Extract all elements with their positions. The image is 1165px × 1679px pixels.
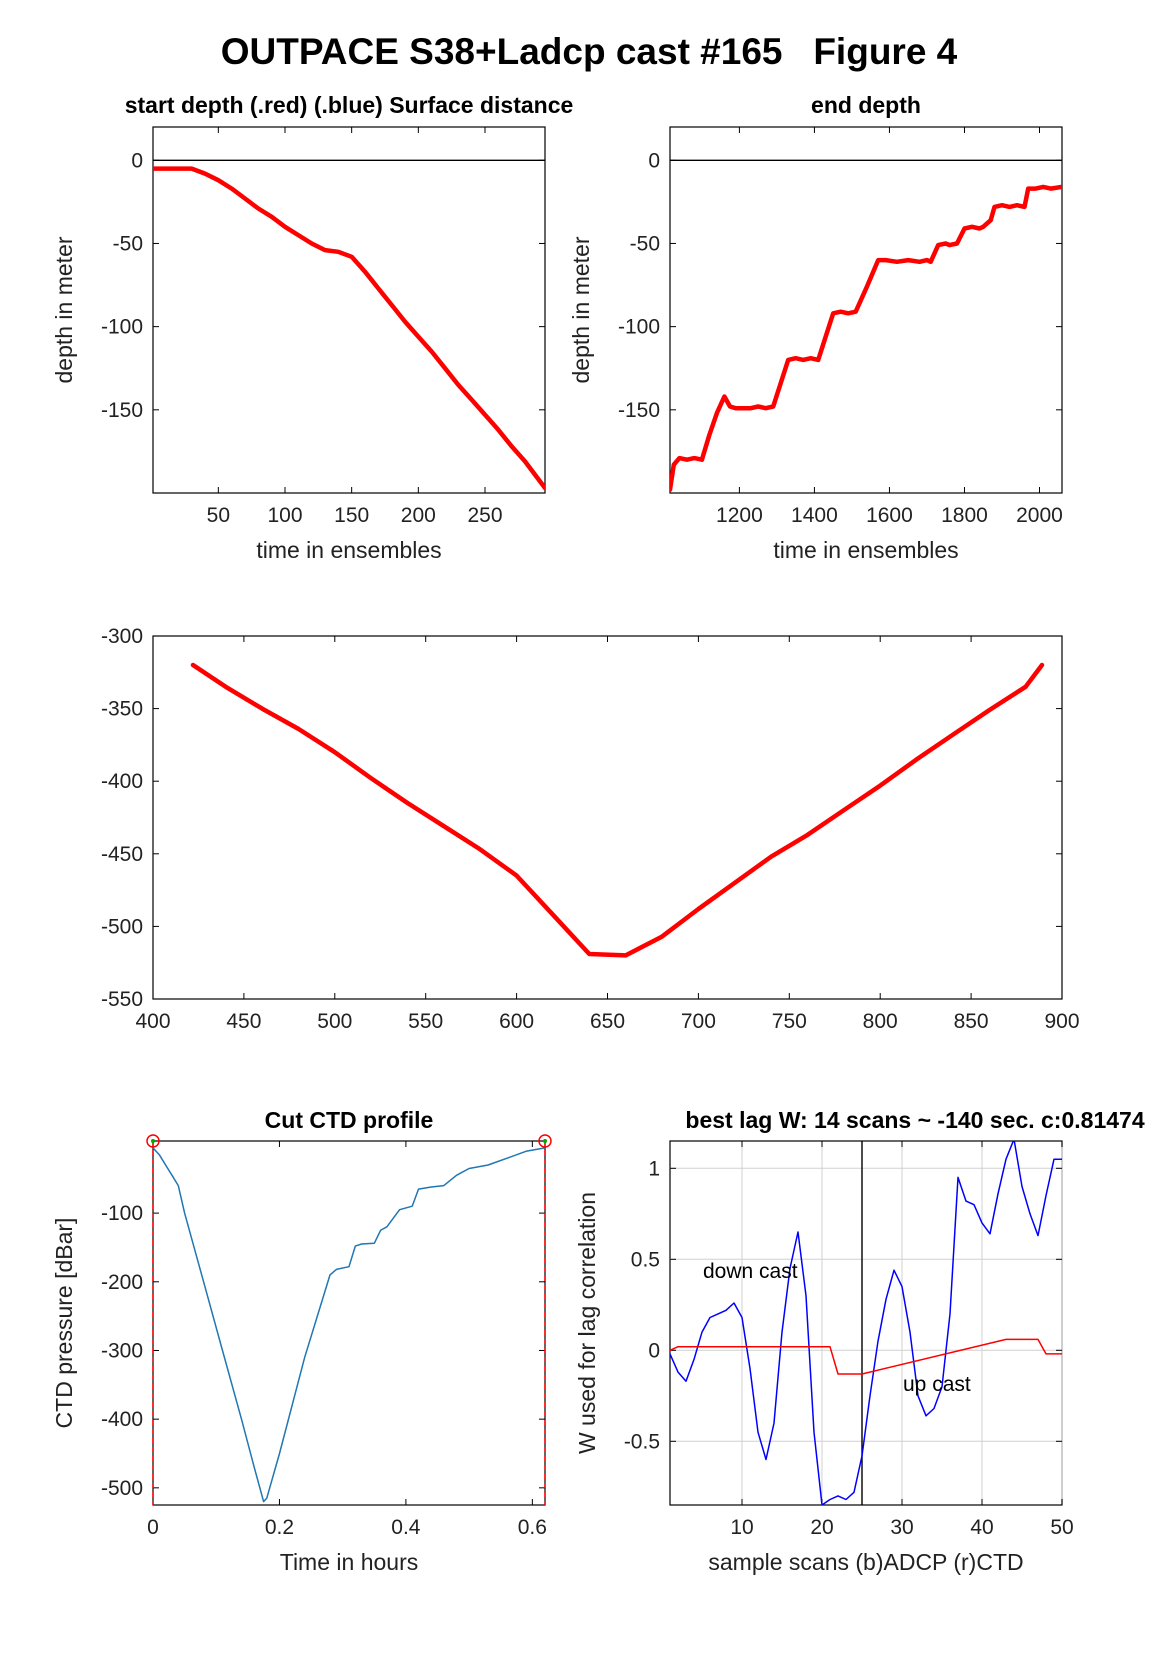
y-axis-label: depth in meter — [51, 236, 77, 383]
x-tick-label: 0 — [147, 1516, 159, 1539]
figure-title: OUTPACE S38+Ladcp cast #165 Figure 4 — [221, 31, 958, 72]
cut-marker-center — [543, 1139, 547, 1143]
y-tick-label: -50 — [630, 232, 660, 255]
y-tick-label: 0.5 — [631, 1248, 660, 1271]
x-tick-label: 10 — [730, 1516, 753, 1539]
x-tick-label: 1200 — [716, 504, 763, 527]
y-tick-label: 0 — [648, 149, 660, 172]
plot-area — [669, 1140, 1063, 1506]
y-tick-label: 1 — [648, 1157, 660, 1180]
cut-marker-point — [538, 1134, 552, 1148]
best-lag-panel: 10 20 30 40 50 1 0.5 0 -0.5 best lag W: 14 scans … — [574, 1107, 1145, 1575]
x-tick-label: 40 — [970, 1516, 993, 1539]
x-axis-label: Time in hours — [280, 1549, 418, 1575]
y-tick-label: -400 — [101, 1408, 143, 1431]
plot-area — [152, 1140, 546, 1506]
x-tick-label: 750 — [772, 1010, 807, 1033]
annotation-text: up cast — [903, 1373, 971, 1396]
cut-marker-point — [146, 1134, 160, 1148]
y-tick-label: -100 — [101, 316, 143, 339]
plot-area — [669, 126, 1063, 494]
x-tick-label: 600 — [499, 1010, 534, 1033]
annotation-text: down cast — [703, 1260, 798, 1283]
x-tick-label: 850 — [954, 1010, 989, 1033]
series-line — [153, 1147, 545, 1503]
y-tick-label: -150 — [101, 399, 143, 422]
data-layer — [153, 159, 545, 491]
series-line — [153, 166, 545, 491]
x-tick-label: 30 — [890, 1516, 913, 1539]
x-axis-label: time in ensembles — [773, 537, 958, 563]
y-tick-label: -500 — [101, 1477, 143, 1500]
y-tick-label: -500 — [101, 915, 143, 938]
plot-area — [152, 635, 1063, 1000]
y-tick-label: -100 — [101, 1202, 143, 1225]
y-axis-label: CTD pressure [dBar] — [51, 1218, 77, 1429]
y-tick-label: -150 — [618, 399, 660, 422]
y-tick-label: -100 — [618, 316, 660, 339]
y-tick-label: -300 — [101, 1339, 143, 1362]
plot-area — [152, 126, 546, 494]
y-tick-label: 0 — [648, 1339, 660, 1362]
x-tick-label: 250 — [467, 504, 502, 527]
panel-title: Cut CTD profile — [265, 1107, 434, 1133]
x-tick-label: 0.6 — [518, 1516, 547, 1539]
y-axis-label: W used for lag correlation — [574, 1192, 600, 1454]
y-tick-label: -50 — [113, 232, 143, 255]
x-tick-label: 0.2 — [265, 1516, 294, 1539]
y-tick-label: -550 — [101, 988, 143, 1011]
panel-title: start depth (.red) (.blue) Surface dista… — [125, 92, 574, 118]
x-tick-label: 500 — [317, 1010, 352, 1033]
x-tick-label: 650 — [590, 1010, 625, 1033]
x-axis-label: sample scans (b)ADCP (r)CTD — [708, 1549, 1023, 1575]
series-line — [670, 1141, 1062, 1505]
y-axis-label: depth in meter — [568, 236, 594, 383]
x-tick-label: 1600 — [866, 504, 913, 527]
data-layer — [153, 1147, 545, 1503]
y-tick-label: -200 — [101, 1271, 143, 1294]
y-tick-label: -400 — [101, 770, 143, 793]
y-tick-label: -0.5 — [624, 1430, 660, 1453]
y-tick-label: -350 — [101, 698, 143, 721]
cut-ctd-profile-panel: 0 0.2 0.4 0.6 -100 -200 -300 -400 -500 Cut CTD pr… — [51, 1107, 552, 1575]
x-tick-label: 450 — [226, 1010, 261, 1033]
x-tick-label: 50 — [1050, 1516, 1073, 1539]
data-layer — [670, 1141, 1062, 1505]
data-layer — [670, 159, 1062, 492]
series-line — [670, 1338, 1062, 1375]
x-tick-label: 800 — [863, 1010, 898, 1033]
y-tick-label: -450 — [101, 843, 143, 866]
end-depth-panel: 1200 1400 1600 1800 2000 0 -50 -100 -150 end dept… — [568, 92, 1063, 563]
data-layer — [190, 662, 1045, 958]
x-tick-label: 200 — [401, 504, 436, 527]
x-tick-label: 700 — [681, 1010, 716, 1033]
x-tick-label: 20 — [810, 1516, 833, 1539]
x-tick-label: 150 — [334, 504, 369, 527]
series-line — [670, 184, 1062, 492]
x-tick-label: 50 — [207, 504, 230, 527]
panel-title: end depth — [811, 92, 921, 118]
start-depth-panel: 50 100 150 200 250 0 -50 -100 -150 start depth (.… — [51, 92, 573, 563]
x-tick-label: 900 — [1044, 1010, 1079, 1033]
surface-distance-panel: 400 450 500 550 600 650 700 750 800 850 900 -300 -35… — [101, 625, 1080, 1033]
x-tick-label: 100 — [267, 504, 302, 527]
x-tick-label: 550 — [408, 1010, 443, 1033]
x-tick-label: 1400 — [791, 504, 838, 527]
y-tick-label: 0 — [131, 149, 143, 172]
x-tick-label: 0.4 — [391, 1516, 421, 1539]
x-tick-label: 1800 — [941, 504, 988, 527]
series-line — [190, 662, 1045, 958]
panel-title: best lag W: 14 scans ~ -140 sec. c:0.814… — [685, 1107, 1144, 1133]
x-axis-label: time in ensembles — [256, 537, 441, 563]
x-tick-label: 2000 — [1016, 504, 1063, 527]
y-tick-label: -300 — [101, 625, 143, 648]
x-tick-label: 400 — [135, 1010, 170, 1033]
cut-marker-center — [151, 1139, 155, 1143]
